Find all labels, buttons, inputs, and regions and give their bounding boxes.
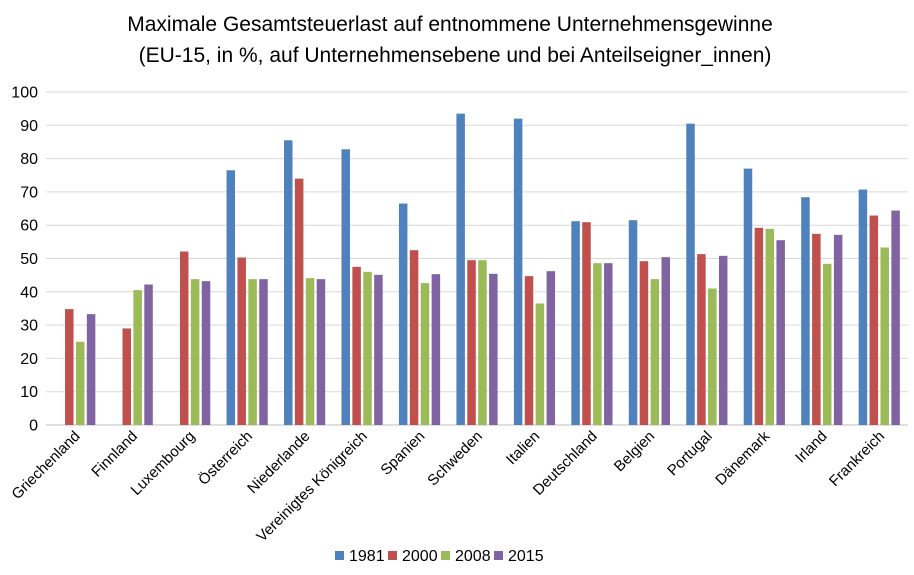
category-label: Belgien: [611, 428, 658, 475]
bar-2008-10: [650, 279, 660, 425]
bar-2015-5: [374, 274, 383, 425]
y-tick-label: 30: [20, 318, 38, 335]
y-tick-label: 40: [20, 284, 38, 301]
y-tick-label: 20: [20, 351, 38, 368]
bar-2015-6: [431, 274, 441, 425]
legend-swatch-2015: [494, 551, 503, 560]
category-label: Finnland: [88, 428, 141, 481]
bar-1981-3: [226, 170, 236, 425]
y-tick-label: 90: [20, 118, 38, 135]
legend-label-2015: 2015: [508, 548, 544, 565]
legend-swatch-2000: [388, 551, 397, 560]
bar-1981-4: [284, 140, 293, 425]
bar-2000-11: [697, 254, 706, 425]
legend-label-1981: 1981: [349, 548, 385, 565]
bar-2000-14: [869, 215, 879, 425]
legend-label-2000: 2000: [402, 548, 438, 565]
y-tick-label: 60: [20, 218, 38, 235]
bar-2015-7: [489, 273, 498, 425]
category-label: Österreich: [194, 427, 256, 489]
gridlines: [46, 91, 908, 426]
legend-swatch-1981: [335, 551, 344, 560]
bar-2000-1: [122, 328, 131, 425]
y-tick-label: 80: [20, 151, 38, 168]
bar-2008-3: [248, 279, 257, 425]
bar-2008-13: [823, 263, 832, 425]
bar-2000-6: [409, 250, 419, 425]
bar-1981-11: [686, 123, 695, 425]
bar-2015-8: [546, 271, 556, 425]
bar-2008-7: [478, 260, 487, 425]
bar-2015-2: [201, 281, 211, 425]
bar-2000-9: [582, 222, 591, 425]
bar-1981-7: [456, 113, 465, 426]
bar-2015-9: [604, 263, 613, 425]
category-label: Irland: [792, 428, 831, 467]
bar-2000-2: [179, 251, 189, 425]
legend-label-2008: 2008: [455, 548, 491, 565]
bar-2008-4: [305, 278, 315, 425]
y-axis-ticks: 0 10 20 30 40 50 60 70 80 90 100: [11, 85, 38, 435]
y-tick-label: 70: [20, 184, 38, 201]
category-label: Dänemark: [712, 427, 773, 488]
bar-2008-5: [363, 271, 372, 425]
bar-1981-12: [743, 168, 753, 425]
bar-2015-0: [86, 314, 96, 425]
y-tick-label: 50: [20, 251, 38, 268]
bars: [65, 113, 900, 426]
category-label: Portugal: [664, 428, 716, 480]
bar-1981-13: [801, 197, 810, 425]
bar-2008-11: [708, 288, 717, 425]
bar-2015-12: [776, 240, 785, 425]
bar-2000-10: [639, 261, 649, 425]
x-axis-categories: Griechenland FinnlandLuxembourgÖsterreich…: [8, 427, 888, 545]
category-label: Spanien: [377, 428, 428, 479]
y-tick-label: 10: [20, 384, 38, 401]
y-tick-label: 100: [11, 85, 38, 102]
bar-2008-8: [535, 303, 545, 425]
bar-1981-8: [513, 118, 523, 425]
bar-2000-12: [754, 227, 764, 425]
bar-2008-0: [75, 341, 85, 425]
bar-2008-1: [133, 290, 142, 425]
bar-2000-5: [352, 266, 361, 425]
bar-2000-0: [65, 309, 74, 425]
category-label: Vereinigtes Königreich: [253, 428, 371, 546]
bar-2008-14: [880, 247, 889, 425]
chart-subtitle: (EU-15, in %, auf Unternehmensebene und …: [139, 44, 772, 67]
bar-2015-4: [316, 279, 326, 425]
bar-2008-2: [190, 279, 200, 425]
legend-swatch-2008: [441, 551, 450, 560]
bar-2015-1: [144, 284, 153, 425]
bar-1981-14: [858, 189, 868, 425]
bar-2008-9: [593, 263, 602, 425]
legend: 1981 2000 2008 2015: [335, 548, 544, 565]
category-label: Italien: [503, 428, 543, 468]
bar-2015-13: [833, 234, 843, 425]
bar-2000-8: [524, 276, 534, 425]
bar-1981-10: [628, 220, 638, 425]
bar-2015-14: [891, 210, 900, 425]
bar-2000-7: [467, 260, 476, 425]
bar-1981-6: [398, 203, 408, 425]
bar-2000-3: [237, 257, 246, 425]
bar-1981-9: [571, 221, 580, 425]
bar-2015-3: [259, 279, 268, 425]
bar-2015-11: [718, 255, 728, 425]
category-label: Schweden: [424, 428, 486, 490]
category-label: Frankreich: [826, 428, 888, 490]
bar-2015-10: [661, 257, 670, 425]
y-tick-label: 0: [29, 418, 38, 435]
bar-1981-5: [341, 149, 350, 425]
bar-2008-6: [420, 283, 430, 425]
bar-2000-13: [812, 233, 821, 425]
bar-2000-4: [294, 178, 304, 425]
category-label: Griechenland: [8, 428, 83, 503]
bar-2008-12: [765, 228, 775, 425]
chart-title: Maximale Gesamtsteuerlast auf entnommene…: [127, 13, 773, 36]
